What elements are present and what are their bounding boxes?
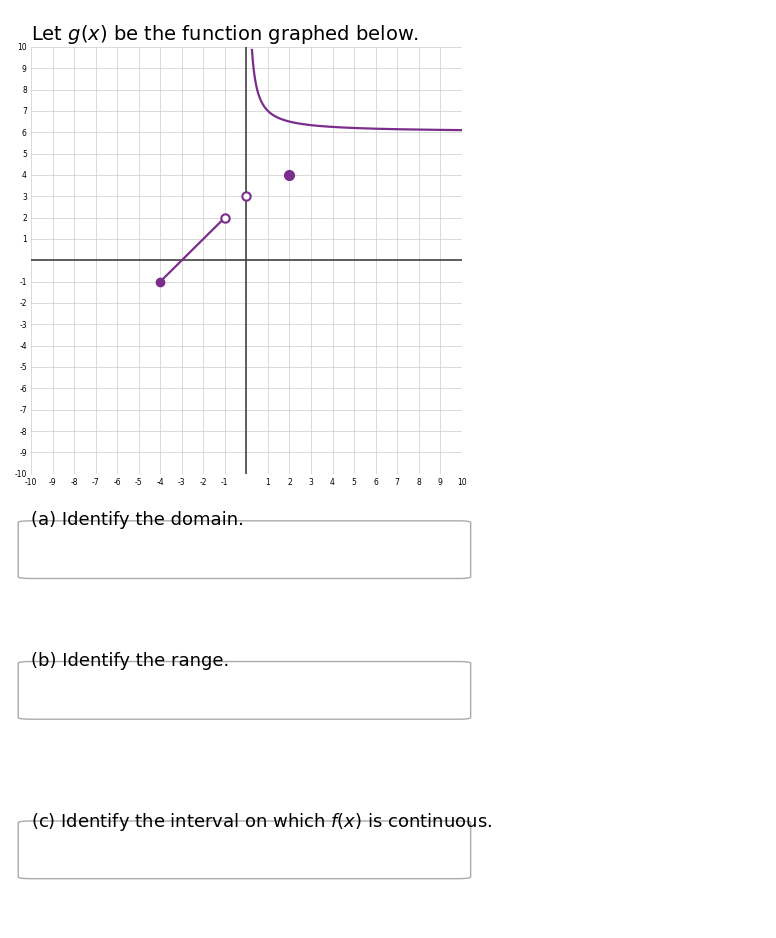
FancyBboxPatch shape (18, 521, 471, 579)
Text: (c) Identify the interval on which $f(x)$ is continuous.: (c) Identify the interval on which $f(x)… (31, 811, 492, 833)
FancyBboxPatch shape (18, 821, 471, 879)
Text: Let $g(x)$ be the function graphed below.: Let $g(x)$ be the function graphed below… (31, 23, 419, 47)
Text: (a) Identify the domain.: (a) Identify the domain. (31, 511, 244, 529)
Text: (b) Identify the range.: (b) Identify the range. (31, 652, 229, 670)
FancyBboxPatch shape (18, 661, 471, 719)
